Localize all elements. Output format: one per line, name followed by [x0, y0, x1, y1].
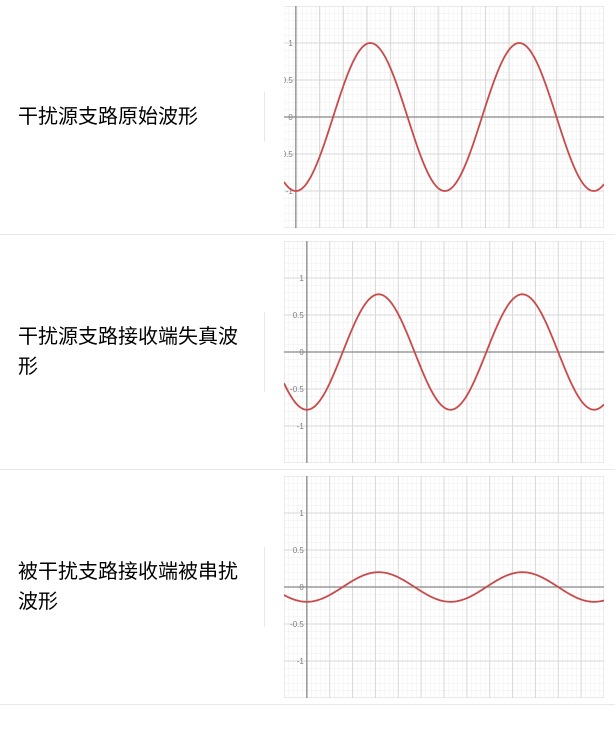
- chart-cell: -1-0.500.51: [265, 0, 615, 234]
- chart-row: 干扰源支路接收端失真波形 -1 -0.5 0 0.5 1: [0, 235, 615, 470]
- ytick-label: -0.5: [290, 620, 304, 629]
- row-label: 干扰源支路接收端失真波形: [0, 312, 265, 392]
- waveform-chart: -1 -0.5 0 0.5 1: [284, 241, 604, 463]
- chart-row: 干扰源支路原始波形-1-0.500.51: [0, 0, 615, 235]
- ytick-label: 1: [299, 509, 304, 518]
- ytick-label: 0: [288, 113, 293, 122]
- ytick-label: 1: [299, 274, 304, 283]
- ytick-label: 1: [288, 39, 293, 48]
- ytick-label: 0.5: [293, 546, 305, 555]
- ytick-label: -0.5: [290, 385, 304, 394]
- row-label: 干扰源支路原始波形: [0, 92, 265, 142]
- ytick-label: -0.5: [284, 150, 293, 159]
- row-label: 被干扰支路接收端被串扰波形: [0, 547, 265, 627]
- ytick-label: 0: [299, 583, 304, 592]
- ytick-label: -1: [297, 422, 305, 431]
- ytick-label: 0: [299, 348, 304, 357]
- waveform-chart: -1-0.500.51: [284, 6, 604, 228]
- ytick-label: 0.5: [293, 311, 305, 320]
- waveform-chart: -1 -0.5 0 0.5 1: [284, 476, 604, 698]
- chart-cell: -1 -0.5 0 0.5 1: [265, 235, 615, 469]
- chart-row: 被干扰支路接收端被串扰波形 -1 -0.5 0 0.5 1: [0, 470, 615, 705]
- ytick-label: -1: [297, 657, 305, 666]
- ytick-label: 0.5: [284, 76, 293, 85]
- chart-cell: -1 -0.5 0 0.5 1: [265, 470, 615, 704]
